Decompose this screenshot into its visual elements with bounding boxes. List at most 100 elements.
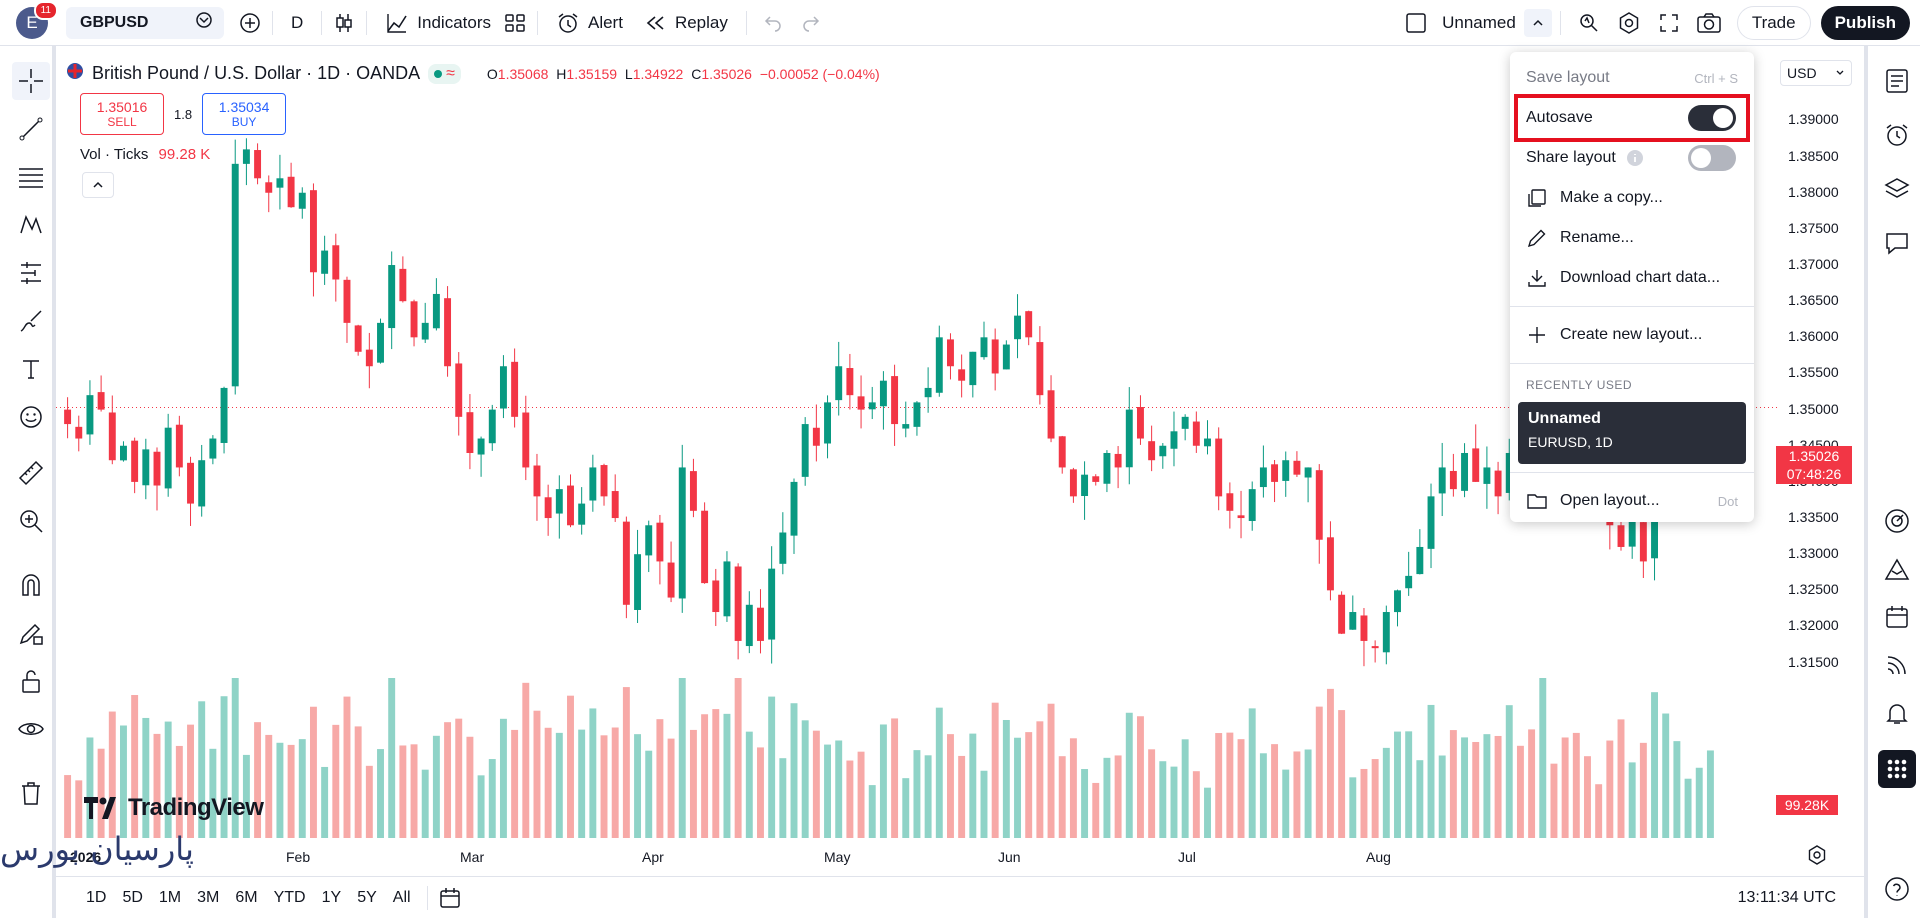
trade-button[interactable]: Trade (1736, 5, 1811, 40)
fullscreen-icon[interactable] (1655, 9, 1683, 37)
hide-drawings-tool[interactable] (12, 710, 50, 748)
fib-retracement-tool[interactable] (12, 158, 50, 196)
technicals-button[interactable] (1878, 502, 1916, 540)
stay-in-drawing-tool[interactable] (12, 614, 50, 652)
watchlist-button[interactable] (1878, 62, 1916, 100)
prediction-tool[interactable] (12, 254, 50, 292)
candle-body (868, 402, 876, 410)
forecast-icon (21, 262, 41, 284)
layout-grid-icon[interactable] (501, 9, 529, 37)
range-all[interactable]: All (392, 888, 411, 906)
save-layout-item[interactable]: Save layout Ctrl + S (1510, 58, 1754, 98)
text-tool[interactable] (12, 350, 50, 388)
symbol-options-icon[interactable] (194, 10, 214, 35)
top-toolbar: E 11 GBPUSD D Indicators Alert (0, 0, 1920, 46)
range-5d[interactable]: 5D (122, 888, 143, 906)
lock-drawings-tool[interactable] (12, 662, 50, 700)
brush-tool[interactable] (12, 302, 50, 340)
volume-bar (86, 737, 94, 838)
quick-search-icon[interactable] (1575, 9, 1603, 37)
pattern-tool[interactable] (12, 206, 50, 244)
range-6m[interactable]: 6M (235, 888, 258, 906)
chevron-up-icon[interactable] (1523, 8, 1552, 37)
volume-price-tag: 99.28K (1776, 795, 1838, 815)
recent-layout-item[interactable]: Unnamed EURUSD, 1D (1518, 402, 1746, 464)
candle-body (444, 298, 452, 367)
price-tick-label: 1.35500 (1788, 364, 1839, 381)
brush-icon (20, 310, 42, 332)
alerts-button[interactable] (1878, 116, 1916, 154)
candles-chart-type-icon[interactable] (330, 9, 358, 37)
tradingview-logo[interactable]: TradingView (84, 794, 264, 822)
current-price: 1.35026 (1788, 448, 1840, 464)
ideas-button[interactable] (1878, 550, 1916, 588)
range-1d[interactable]: 1D (86, 888, 107, 906)
download-data-item[interactable]: Download chart data... (1510, 258, 1754, 298)
gauge-icon (1885, 509, 1909, 533)
layout-name-button[interactable]: Unnamed (1430, 6, 1524, 40)
sell-button[interactable]: 1.35016 SELL (80, 93, 164, 135)
watermark-logo: پارسیان بورس (0, 830, 194, 868)
candle-body (1237, 515, 1245, 519)
replay-button[interactable]: Replay (633, 6, 738, 40)
volume-bar (1695, 767, 1703, 838)
currency-selector[interactable]: USD (1780, 60, 1852, 86)
layout-checkbox-icon[interactable] (1402, 9, 1430, 37)
rename-item[interactable]: Rename... (1510, 218, 1754, 258)
open-layout-label: Open layout... (1560, 492, 1660, 509)
range-ytd[interactable]: YTD (273, 888, 306, 906)
candle-body (846, 368, 854, 396)
chart-settings-icon[interactable] (1806, 844, 1828, 871)
range-1y[interactable]: 1Y (321, 888, 342, 906)
layout-name: Unnamed (1442, 12, 1516, 32)
range-5y[interactable]: 5Y (357, 888, 377, 906)
notifications-button[interactable] (1878, 694, 1916, 732)
remove-drawings-tool[interactable] (12, 774, 50, 812)
news-stream-button[interactable] (1878, 646, 1916, 684)
object-tree-button[interactable] (1878, 170, 1916, 208)
emoji-tool[interactable] (12, 398, 50, 436)
interval-button[interactable]: D (281, 6, 313, 40)
symbol-search[interactable]: GBPUSD (66, 6, 224, 39)
autosave-toggle[interactable] (1688, 105, 1736, 131)
user-avatar[interactable]: E 11 (16, 0, 58, 39)
volume-bar (164, 721, 172, 838)
products-menu-button[interactable] (1878, 750, 1916, 788)
redo-icon[interactable] (797, 9, 825, 37)
help-button[interactable] (1878, 870, 1916, 908)
autosave-item[interactable]: Autosave (1510, 98, 1754, 138)
volume-bar (276, 742, 284, 838)
create-layout-item[interactable]: Create new layout... (1510, 315, 1754, 355)
volume-bar (600, 735, 608, 838)
go-to-date-icon[interactable] (436, 884, 464, 912)
indicators-button[interactable]: Indicators (375, 6, 501, 40)
magnet-tool[interactable] (12, 566, 50, 604)
zoom-in-tool[interactable] (12, 502, 50, 540)
publish-button[interactable]: Publish (1820, 5, 1910, 40)
candle-body (1427, 496, 1435, 549)
crosshair-tool[interactable] (12, 62, 50, 100)
buy-button[interactable]: 1.35034 BUY (202, 93, 287, 135)
make-copy-item[interactable]: Make a copy... (1510, 178, 1754, 218)
open-layout-item[interactable]: Open layout... Dot (1510, 481, 1754, 521)
collapse-legend-button[interactable] (82, 172, 114, 198)
alert-button[interactable]: Alert (546, 6, 633, 40)
settings-gear-icon[interactable] (1615, 9, 1643, 37)
range-1m[interactable]: 1M (158, 888, 182, 906)
share-layout-item[interactable]: Share layout (1510, 138, 1754, 178)
info-icon[interactable] (1626, 149, 1644, 167)
camera-snapshot-icon[interactable] (1695, 9, 1723, 37)
trend-line-tool[interactable] (12, 110, 50, 148)
calendar-button[interactable] (1878, 598, 1916, 636)
compare-add-icon[interactable] (236, 9, 264, 37)
share-toggle[interactable] (1688, 145, 1736, 171)
candle-body (1416, 546, 1424, 575)
range-3m[interactable]: 3M (197, 888, 220, 906)
undo-icon[interactable] (759, 9, 787, 37)
volume-bar (1170, 766, 1178, 838)
utc-clock[interactable]: 13:11:34 UTC (1737, 888, 1836, 906)
volume-bar (868, 785, 876, 838)
measure-tool[interactable] (12, 454, 50, 492)
chats-button[interactable] (1878, 224, 1916, 262)
toggle-knob (1691, 148, 1711, 168)
